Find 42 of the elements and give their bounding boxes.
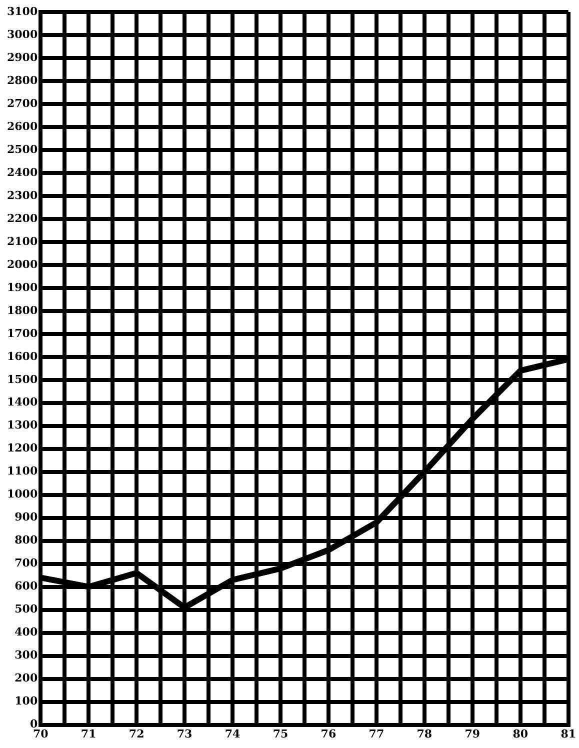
y-tick-label: 400 xyxy=(14,626,38,639)
y-tick-label: 700 xyxy=(14,556,38,570)
y-tick-label: 2300 xyxy=(6,188,38,202)
y-tick-label: 2200 xyxy=(6,212,38,225)
y-tick-label: 200 xyxy=(14,672,38,685)
x-tick-label: 72 xyxy=(128,727,144,740)
y-tick-label: 2500 xyxy=(6,142,38,156)
x-tick-label: 71 xyxy=(80,727,96,740)
y-tick-label: 300 xyxy=(14,648,38,662)
y-tick-label: 2600 xyxy=(6,120,38,133)
x-tick-label: 78 xyxy=(416,727,432,740)
y-tick-label: 2400 xyxy=(6,166,38,179)
x-tick-label: 76 xyxy=(320,727,336,740)
y-tick-label: 3000 xyxy=(6,28,38,41)
y-tick-label: 2800 xyxy=(6,74,38,87)
y-tick-label: 1200 xyxy=(6,442,38,455)
y-tick-label: 1900 xyxy=(6,280,38,294)
y-tick-label: 800 xyxy=(14,534,38,547)
x-tick-label: 73 xyxy=(176,727,192,740)
x-tick-label: 80 xyxy=(512,727,528,740)
y-tick-label: 500 xyxy=(14,602,38,616)
y-tick-label: 2900 xyxy=(6,50,38,64)
y-tick-label: 1400 xyxy=(6,396,38,409)
y-tick-label: 3100 xyxy=(6,4,38,18)
y-tick-label: 900 xyxy=(14,510,38,524)
y-tick-label: 1000 xyxy=(6,488,38,501)
y-tick-label: 2700 xyxy=(6,96,38,110)
y-tick-label: 2100 xyxy=(6,234,38,248)
x-tick-label: 81 xyxy=(560,727,576,740)
y-tick-label: 600 xyxy=(14,580,38,593)
x-tick-label: 74 xyxy=(224,727,241,740)
x-tick-label: 79 xyxy=(464,727,480,740)
x-tick-label: 75 xyxy=(272,727,288,740)
y-tick-label: 1700 xyxy=(6,326,38,340)
y-tick-label: 1300 xyxy=(6,418,38,432)
y-tick-label: 1800 xyxy=(6,304,38,317)
y-tick-label: 2000 xyxy=(6,258,38,271)
y-tick-label: 1500 xyxy=(6,372,38,386)
y-tick-label: 1100 xyxy=(6,464,38,478)
y-tick-label: 1600 xyxy=(6,350,38,363)
x-tick-label: 77 xyxy=(368,727,384,740)
y-tick-label: 100 xyxy=(14,694,38,708)
